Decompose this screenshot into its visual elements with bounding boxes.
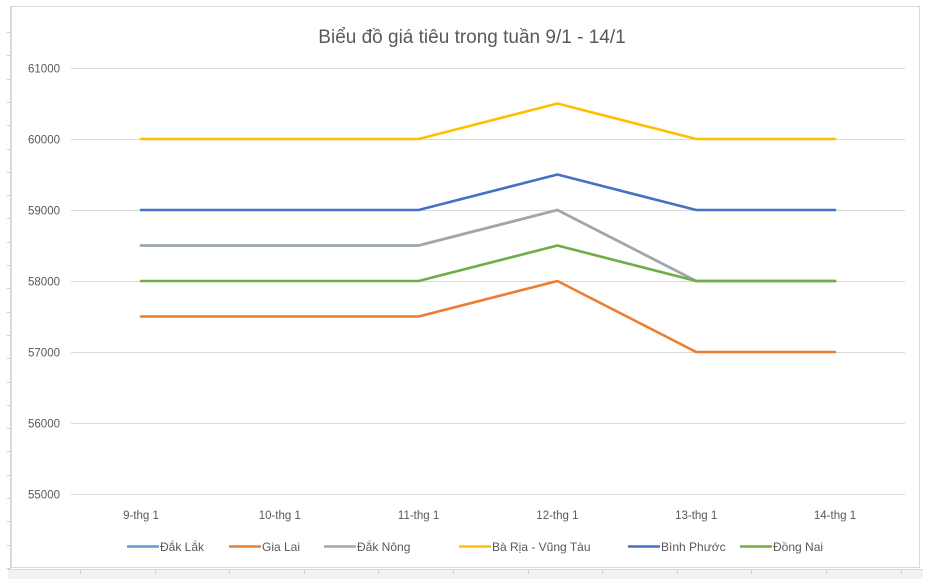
series-line-4[interactable] [139, 173, 837, 212]
cell-divider [304, 570, 305, 574]
ruler-ticks [7, 6, 11, 569]
chart-area[interactable] [11, 6, 920, 568]
legend-item[interactable]: Đắk Nông [324, 539, 410, 554]
legend-item[interactable]: Gia Lai [229, 540, 300, 554]
legend-label: Bà Rịa - Vũng Tàu [492, 540, 591, 554]
cell-divider [453, 570, 454, 574]
x-axis-labels: 9-thg 1 10-thg 1 11-thg 1 12-thg 1 13-thg 1 1… [123, 510, 856, 522]
legend-label: Đắk Nông [357, 539, 410, 554]
spreadsheet-cells-strip [8, 569, 923, 579]
x-tick-label: 14-thg 1 [814, 510, 856, 522]
cell-divider [751, 570, 752, 574]
y-tick-label: 61000 [28, 64, 60, 76]
cell-divider [229, 570, 230, 574]
y-tick-label: 58000 [28, 277, 60, 289]
y-tick-label: 59000 [28, 206, 60, 218]
cell-divider [602, 570, 603, 574]
y-axis-labels: 55000 56000 57000 58000 59000 60000 61000 [28, 64, 60, 502]
x-tick-label: 11-thg 1 [398, 510, 439, 522]
legend-item[interactable]: Bình Phước [628, 540, 726, 554]
x-tick-label: 10-thg 1 [259, 510, 301, 522]
legend-label: Đồng Nai [773, 540, 823, 554]
legend-label: Đắk Lắk [160, 539, 205, 554]
legend-item[interactable]: Đắk Lắk [127, 539, 205, 554]
y-tick-label: 60000 [28, 135, 60, 147]
cell-divider [155, 570, 156, 574]
x-tick-label: 9-thg 1 [123, 510, 159, 522]
legend-item[interactable]: Bà Rịa - Vũng Tàu [459, 540, 591, 554]
legend-item[interactable]: Đồng Nai [740, 540, 823, 554]
legend-label: Gia Lai [262, 540, 300, 554]
series-line-3[interactable] [139, 102, 837, 141]
series-line-1[interactable] [139, 279, 837, 354]
row-ruler [0, 0, 11, 569]
cell-divider [528, 570, 529, 574]
series-line-2[interactable] [139, 208, 837, 283]
cell-divider [80, 570, 81, 574]
legend[interactable]: Đắk Lắk Gia Lai Đắk Nông Bà Rịa - Vũng Tàu B… [127, 539, 823, 554]
cell-divider [826, 570, 827, 574]
x-tick-label: 13-thg 1 [675, 510, 717, 522]
y-tick-label: 55000 [28, 490, 60, 502]
cell-divider [677, 570, 678, 574]
cell-divider [378, 570, 379, 574]
y-tick-label: 56000 [28, 419, 60, 431]
chart-title: Biểu đồ giá tiêu trong tuần 9/1 - 14/1 [318, 27, 625, 48]
series-line-5[interactable] [139, 244, 837, 283]
cell-divider [901, 570, 902, 574]
legend-label: Bình Phước [661, 540, 726, 554]
x-tick-label: 12-thg 1 [536, 510, 578, 522]
series-lines [139, 102, 837, 354]
y-tick-label: 57000 [28, 348, 60, 360]
